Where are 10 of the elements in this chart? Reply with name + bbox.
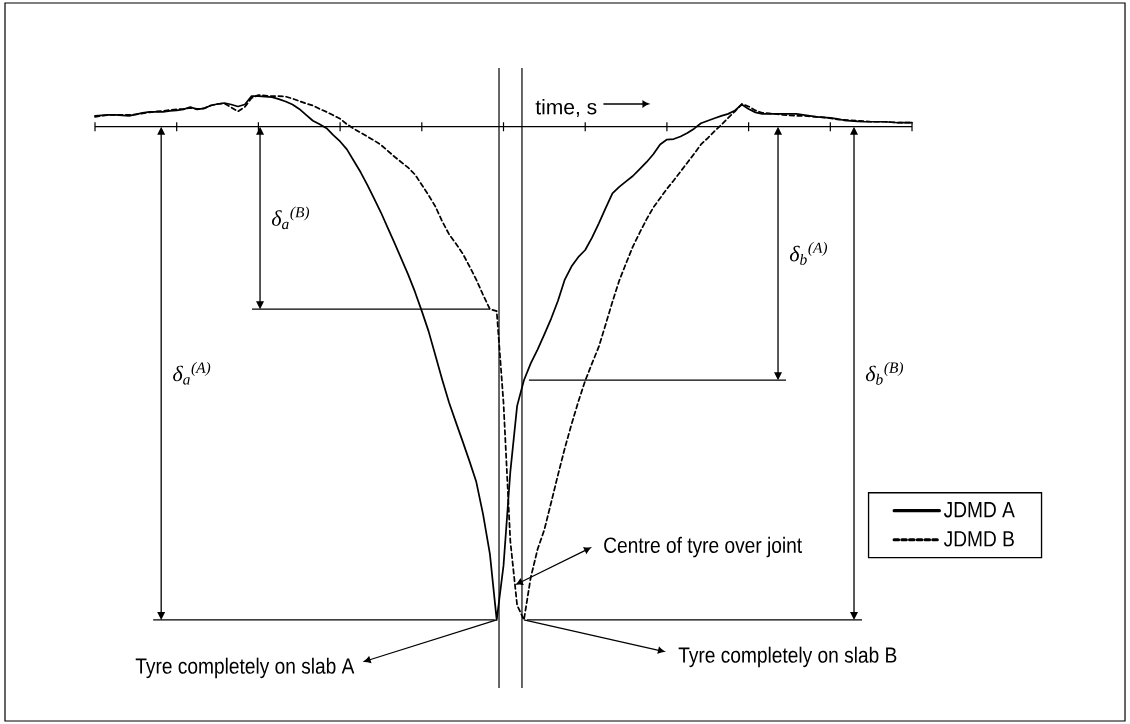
- text: Tyre completely on slab B: [678, 646, 897, 668]
- text: Tyre completely on slab A: [135, 657, 355, 679]
- legend-label: JDMD B: [943, 531, 1014, 547]
- annotation: δ$_{b}$(B): [865, 361, 904, 385]
- annotation: δ$_{b}$(A): [789, 242, 828, 265]
- annotation: δ$_{a}$(A): [173, 361, 211, 385]
- legend-label: JDMD A: [943, 502, 1015, 518]
- annotation: Centre of tyre over joint: [604, 536, 802, 558]
- annotation: δ$_{a}$(B): [271, 206, 310, 230]
- x-axis-title: time, s: [535, 99, 597, 117]
